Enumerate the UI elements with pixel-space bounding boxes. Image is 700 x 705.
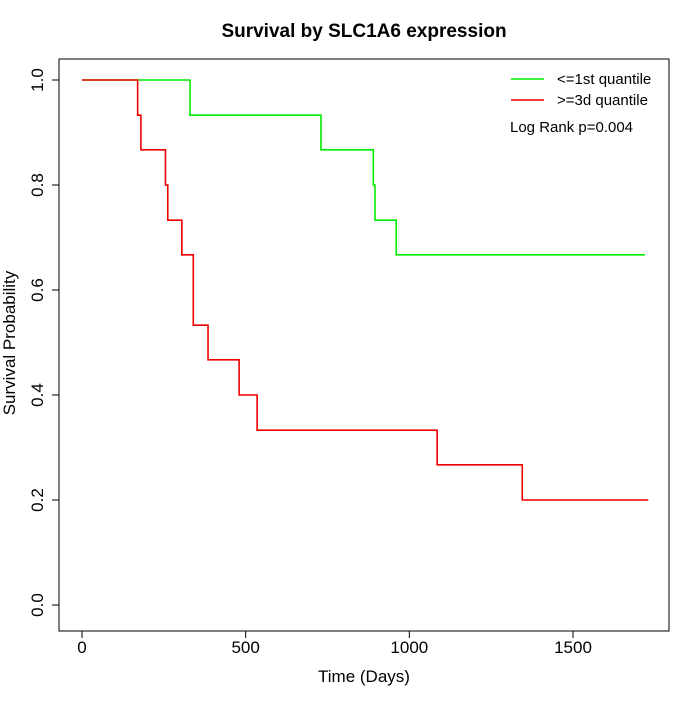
legend: <=1st quantile >=3d quantile [511,71,651,109]
log-rank-annotation: Log Rank p=0.004 [510,119,633,136]
series-line-low-expression [82,79,646,256]
y-tick-label: 0.4 [28,383,47,407]
x-tick-label: 500 [231,638,259,657]
legend-label: >=3d quantile [557,92,648,109]
y-axis-label: Survival Probability [0,270,19,415]
x-tick-label: 0 [77,638,86,657]
series-lines [82,79,649,501]
x-axis: 0 500 1000 1500 [77,630,592,657]
y-tick-label: 1.0 [28,68,47,92]
y-axis: 0.0 0.2 0.4 0.6 0.8 1.0 [28,68,60,617]
plot-frame [58,58,670,632]
x-tick-label: 1000 [390,638,428,657]
series-line-high-expression [82,79,649,501]
y-tick-label: 0.2 [28,488,47,512]
y-tick-label: 0.8 [28,173,47,197]
chart-title: Survival by SLC1A6 expression [221,21,506,42]
x-axis-label: Time (Days) [318,667,410,686]
x-tick-label: 1500 [554,638,592,657]
y-tick-label: 0.6 [28,278,47,302]
y-tick-label: 0.0 [28,593,47,617]
legend-label: <=1st quantile [557,71,651,88]
